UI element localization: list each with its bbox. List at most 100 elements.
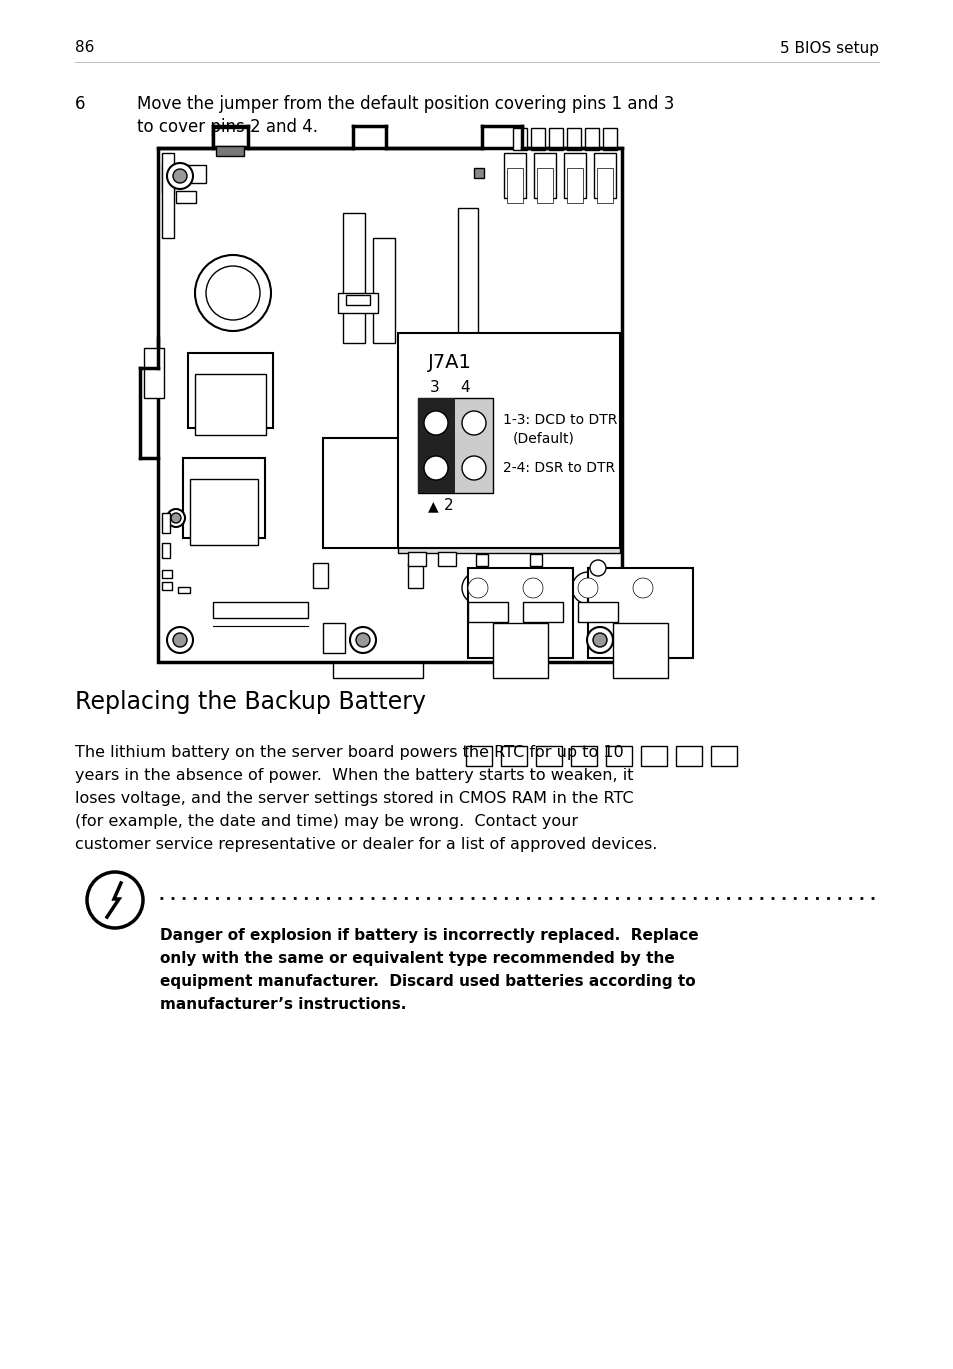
Text: to cover pins 2 and 4.: to cover pins 2 and 4.	[137, 118, 317, 136]
Circle shape	[555, 684, 590, 721]
Circle shape	[517, 572, 548, 604]
Text: 86: 86	[75, 41, 94, 56]
Circle shape	[167, 509, 185, 527]
Bar	[530, 554, 541, 565]
Bar	[468, 568, 573, 658]
Text: (Default): (Default)	[513, 431, 575, 445]
Text: J7A1: J7A1	[428, 353, 472, 372]
Bar	[373, 238, 395, 344]
Bar	[346, 294, 370, 305]
Bar	[343, 214, 365, 344]
Text: customer service representative or dealer for a list of approved devices.: customer service representative or deale…	[75, 836, 657, 852]
Text: (for example, the date and time) may be wrong.  Contact your: (for example, the date and time) may be …	[75, 815, 578, 830]
Bar	[194, 374, 266, 435]
Text: 4: 4	[459, 381, 469, 396]
Text: Danger of explosion if battery is incorrectly replaced.  Replace: Danger of explosion if battery is incorr…	[160, 928, 698, 943]
Circle shape	[171, 513, 181, 523]
Circle shape	[569, 684, 605, 721]
Bar	[162, 153, 173, 238]
Circle shape	[461, 456, 485, 481]
Bar	[465, 746, 492, 767]
Circle shape	[194, 255, 271, 331]
Bar	[313, 563, 328, 589]
Bar	[408, 563, 422, 589]
Bar	[594, 153, 616, 199]
Bar	[605, 746, 631, 767]
Bar	[506, 168, 522, 203]
Bar	[493, 623, 547, 678]
Circle shape	[461, 572, 494, 604]
Text: 5 BIOS setup: 5 BIOS setup	[780, 41, 878, 56]
Bar	[602, 127, 617, 151]
Bar	[162, 570, 172, 578]
Text: 1-3: DCD to DTR: 1-3: DCD to DTR	[502, 413, 617, 427]
Circle shape	[626, 572, 659, 604]
Bar	[212, 127, 248, 146]
Bar	[513, 127, 526, 151]
Text: 2: 2	[443, 498, 453, 513]
Bar	[437, 552, 456, 565]
Bar	[413, 524, 427, 538]
Bar	[640, 746, 666, 767]
Bar	[578, 602, 618, 622]
Bar	[397, 513, 619, 553]
Bar	[337, 293, 377, 314]
Bar	[584, 127, 598, 151]
Bar	[323, 623, 345, 653]
Bar	[503, 153, 525, 199]
Circle shape	[355, 632, 370, 648]
Text: manufacturer’s instructions.: manufacturer’s instructions.	[160, 997, 406, 1012]
Bar	[144, 348, 164, 398]
Circle shape	[87, 872, 143, 928]
Circle shape	[206, 266, 260, 320]
Bar	[536, 746, 561, 767]
Circle shape	[586, 627, 613, 653]
Bar	[710, 746, 737, 767]
Bar	[563, 153, 585, 199]
Circle shape	[593, 632, 606, 648]
Bar	[587, 568, 692, 658]
Bar	[175, 192, 195, 203]
Text: only with the same or equivalent type recommended by the: only with the same or equivalent type re…	[160, 951, 674, 967]
Bar	[162, 543, 170, 559]
Bar	[213, 602, 308, 617]
Bar	[613, 623, 667, 678]
Text: Replacing the Backup Battery: Replacing the Backup Battery	[75, 690, 426, 715]
Bar	[162, 513, 170, 533]
Bar	[597, 168, 613, 203]
Circle shape	[423, 411, 448, 435]
Bar	[178, 587, 190, 593]
Circle shape	[423, 456, 448, 481]
Bar	[522, 602, 562, 622]
Circle shape	[167, 627, 193, 653]
Bar	[476, 554, 488, 565]
Bar	[162, 582, 172, 590]
Bar	[175, 166, 206, 183]
Bar	[566, 168, 582, 203]
Bar	[408, 552, 426, 565]
Text: loses voltage, and the server settings stored in CMOS RAM in the RTC: loses voltage, and the server settings s…	[75, 791, 633, 806]
Bar	[190, 479, 257, 545]
Circle shape	[167, 163, 193, 189]
Bar	[158, 148, 621, 663]
Text: Move the jumper from the default position covering pins 1 and 3: Move the jumper from the default positio…	[137, 94, 674, 114]
Circle shape	[450, 684, 485, 721]
Bar	[188, 353, 273, 428]
Text: 6: 6	[75, 94, 86, 114]
Circle shape	[572, 572, 603, 604]
Bar	[417, 398, 493, 493]
Bar	[457, 208, 477, 344]
Text: 2-4: DSR to DTR: 2-4: DSR to DTR	[502, 461, 615, 475]
Bar	[333, 663, 422, 678]
Text: 3: 3	[430, 381, 439, 396]
Text: years in the absence of power.  When the battery starts to weaken, it: years in the absence of power. When the …	[75, 768, 633, 783]
Bar	[183, 459, 265, 538]
Circle shape	[675, 684, 710, 721]
Bar	[571, 746, 597, 767]
Bar	[474, 168, 483, 178]
Circle shape	[172, 168, 187, 183]
Circle shape	[350, 627, 375, 653]
Text: The lithium battery on the server board powers the RTC for up to 10: The lithium battery on the server board …	[75, 745, 623, 760]
Bar	[417, 398, 455, 493]
Bar	[531, 127, 544, 151]
